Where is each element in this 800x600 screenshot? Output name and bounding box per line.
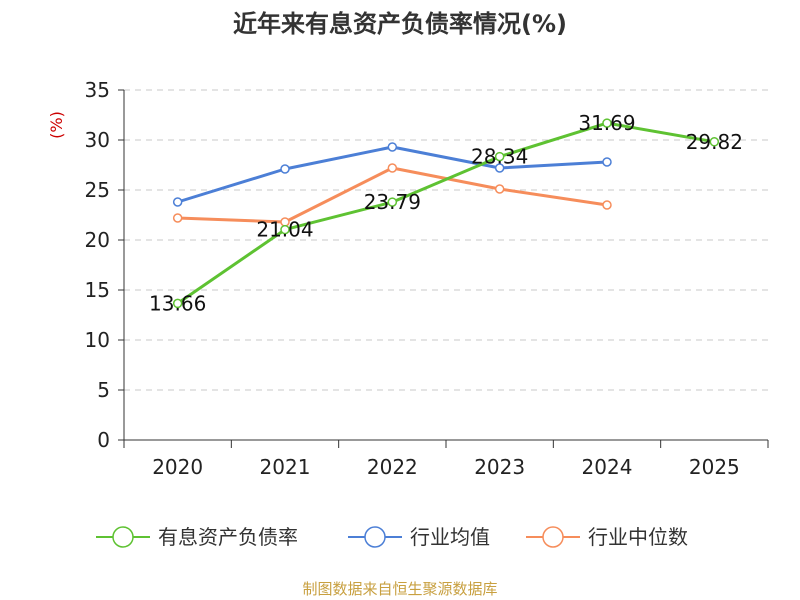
data-point[interactable] bbox=[280, 164, 290, 174]
source-note: 制图数据来自恒生聚源数据库 bbox=[302, 580, 497, 598]
y-tick-label: 30 bbox=[85, 128, 110, 152]
y-axis-label: (%) bbox=[47, 111, 66, 139]
series-group bbox=[172, 118, 720, 309]
legend-label: 行业均值 bbox=[410, 525, 490, 549]
data-label: 21.04 bbox=[256, 218, 313, 242]
y-tick-label: 15 bbox=[85, 278, 110, 302]
data-label: 29.82 bbox=[686, 130, 743, 154]
legend-item-2[interactable]: 行业中位数 bbox=[526, 525, 688, 549]
data-point[interactable] bbox=[387, 163, 398, 173]
legend-marker bbox=[112, 526, 134, 548]
chart-title: 近年来有息资产负债率情况(%) bbox=[233, 10, 567, 38]
x-tick-label: 2021 bbox=[260, 455, 311, 479]
data-point[interactable] bbox=[172, 213, 183, 223]
grid bbox=[124, 89, 768, 391]
legend-marker bbox=[364, 526, 386, 548]
data-point[interactable] bbox=[172, 197, 183, 207]
data-label: 13.66 bbox=[149, 291, 206, 315]
data-point[interactable] bbox=[387, 142, 398, 152]
y-tick-label: 0 bbox=[97, 428, 110, 452]
legend-label: 有息资产负债率 bbox=[158, 525, 298, 549]
x-tick-label: 2022 bbox=[367, 455, 418, 479]
legend-item-0[interactable]: 有息资产负债率 bbox=[96, 525, 298, 549]
data-point[interactable] bbox=[172, 298, 183, 309]
x-tick-label: 2023 bbox=[474, 455, 525, 479]
y-tick-label: 35 bbox=[85, 78, 110, 102]
legend-item-1[interactable]: 行业均值 bbox=[348, 525, 490, 549]
legend[interactable]: 有息资产负债率 行业均值 行业中位数 bbox=[96, 525, 688, 549]
data-point[interactable] bbox=[494, 163, 505, 173]
legend-marker bbox=[542, 526, 564, 548]
data-labels: 13.66 21.04 23.79 28.34 31.69 29.82 bbox=[149, 111, 743, 315]
x-tick-label: 2020 bbox=[152, 455, 203, 479]
data-point[interactable] bbox=[494, 151, 505, 162]
legend-label: 行业中位数 bbox=[588, 525, 688, 549]
data-point[interactable] bbox=[387, 197, 398, 207]
data-label: 28.34 bbox=[471, 145, 528, 169]
y-tick-label: 20 bbox=[85, 228, 110, 252]
x-tick-label: 2024 bbox=[582, 455, 633, 479]
data-point[interactable] bbox=[280, 224, 290, 235]
y-tick-label: 10 bbox=[85, 328, 110, 352]
y-tick-label: 25 bbox=[85, 178, 110, 202]
series-line-0 bbox=[176, 121, 716, 305]
data-point[interactable] bbox=[602, 157, 612, 167]
data-point[interactable] bbox=[602, 200, 612, 210]
x-tick-label: 2025 bbox=[689, 455, 740, 479]
data-label: 31.69 bbox=[578, 111, 635, 135]
data-point[interactable] bbox=[602, 118, 612, 128]
data-point[interactable] bbox=[494, 184, 505, 194]
y-tick-label: 5 bbox=[97, 378, 110, 402]
data-label: 23.79 bbox=[364, 190, 421, 214]
data-point[interactable] bbox=[709, 137, 720, 147]
